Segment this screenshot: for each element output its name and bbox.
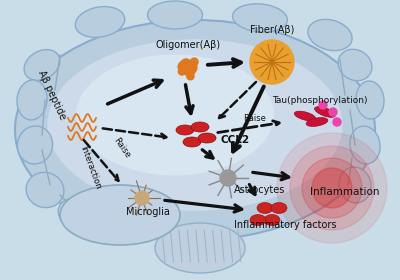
Ellipse shape <box>15 20 375 240</box>
Ellipse shape <box>60 185 180 245</box>
Circle shape <box>312 168 352 208</box>
Ellipse shape <box>176 125 194 135</box>
Circle shape <box>277 133 387 243</box>
Circle shape <box>333 118 341 126</box>
Ellipse shape <box>271 202 287 213</box>
Ellipse shape <box>198 133 216 143</box>
Text: CCL2: CCL2 <box>220 135 250 145</box>
Ellipse shape <box>356 81 384 119</box>
Text: Astrocytes: Astrocytes <box>234 185 286 195</box>
Ellipse shape <box>232 4 288 32</box>
Circle shape <box>220 170 236 186</box>
Circle shape <box>250 40 294 84</box>
Text: Tau(phosphorylation): Tau(phosphorylation) <box>272 95 368 104</box>
Text: Fiber(Aβ): Fiber(Aβ) <box>250 25 294 35</box>
Ellipse shape <box>306 118 328 126</box>
Circle shape <box>180 59 192 70</box>
Text: Oligomer(Aβ): Oligomer(Aβ) <box>156 40 220 50</box>
Ellipse shape <box>148 1 202 29</box>
Ellipse shape <box>76 55 274 176</box>
Ellipse shape <box>48 39 342 211</box>
Ellipse shape <box>26 172 64 207</box>
Circle shape <box>190 58 198 66</box>
Circle shape <box>178 61 190 73</box>
Ellipse shape <box>24 50 60 80</box>
Ellipse shape <box>58 198 102 232</box>
Ellipse shape <box>264 214 280 225</box>
Text: Interaction: Interaction <box>78 145 102 191</box>
Ellipse shape <box>339 167 371 203</box>
Ellipse shape <box>17 80 47 120</box>
Circle shape <box>302 158 362 218</box>
Text: Aβ peptide: Aβ peptide <box>36 69 68 121</box>
Circle shape <box>178 68 185 75</box>
Circle shape <box>184 66 191 73</box>
Text: Microglia: Microglia <box>126 207 170 217</box>
Text: Raise: Raise <box>112 136 132 160</box>
Circle shape <box>290 146 374 230</box>
Circle shape <box>183 63 196 76</box>
Circle shape <box>329 108 337 116</box>
Ellipse shape <box>155 223 245 273</box>
Ellipse shape <box>308 19 352 51</box>
Ellipse shape <box>183 137 201 147</box>
Circle shape <box>319 101 327 109</box>
Text: Inflammatory factors: Inflammatory factors <box>234 220 336 230</box>
Circle shape <box>184 66 194 76</box>
Ellipse shape <box>294 111 316 121</box>
Circle shape <box>135 191 149 205</box>
Ellipse shape <box>18 126 52 164</box>
Ellipse shape <box>350 126 380 164</box>
Ellipse shape <box>250 214 266 225</box>
Ellipse shape <box>191 122 209 132</box>
Ellipse shape <box>314 107 336 117</box>
Text: Raise: Raise <box>244 113 266 123</box>
Circle shape <box>187 73 194 80</box>
Text: Inflammation: Inflammation <box>310 187 380 197</box>
Ellipse shape <box>338 49 372 81</box>
Circle shape <box>185 62 197 73</box>
Ellipse shape <box>75 7 125 38</box>
Ellipse shape <box>108 214 152 242</box>
Ellipse shape <box>257 202 273 213</box>
